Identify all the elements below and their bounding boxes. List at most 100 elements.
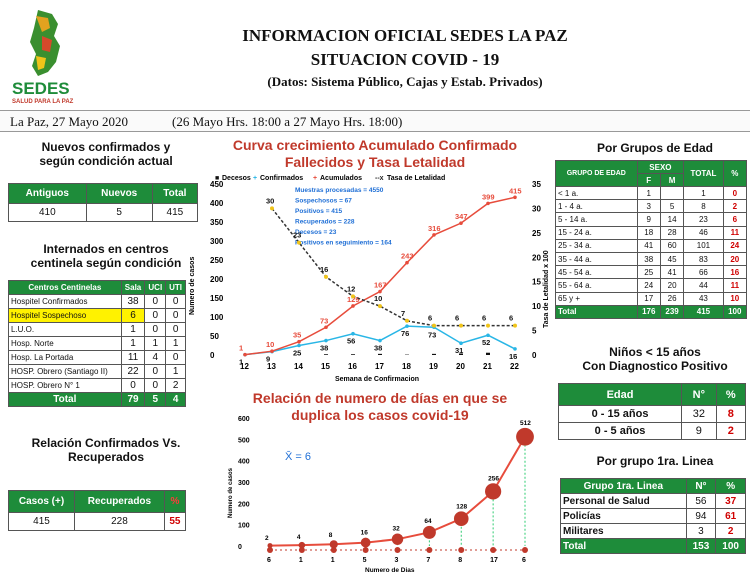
letalidad-point: [270, 206, 274, 211]
x-tick-label: 7: [426, 557, 430, 564]
letalidad-point: [351, 294, 355, 299]
nuevos-table: Antiguos Nuevos Total 410 5 415: [8, 183, 199, 222]
data-label: 316: [428, 224, 441, 233]
relacion-title: Relación Confirmados Vs. Recuperados: [31, 436, 181, 464]
data-label: 16: [320, 265, 328, 274]
internados-total-row: Total 79 5 4: [8, 392, 186, 407]
deceso-bar: [432, 353, 436, 355]
chart-annotation: Decesos = 23: [295, 229, 337, 236]
y-tick-label: 0: [238, 544, 242, 551]
y-axis-label: Numero de casos: [228, 467, 234, 518]
x-axis-dot: [490, 547, 497, 553]
doubling-point: [453, 511, 469, 526]
legend-label: Tasa de Letalidad: [387, 175, 445, 182]
data-label: 129: [347, 295, 360, 304]
y2-tick-label: 15: [532, 278, 541, 287]
x-tick-label: 21: [483, 362, 492, 371]
linea-row: Policías 94 61: [560, 508, 746, 524]
edad-row: < 1 a. 1 1 0: [555, 185, 748, 201]
x-tick-label: 17: [490, 557, 498, 564]
series-line: [271, 207, 515, 327]
sedes-logo: SEDES SALUD PARA LA PAZ: [12, 10, 74, 105]
data-label: 73: [428, 330, 436, 339]
report-date: La Paz, 27 Mayo 2020: [10, 114, 129, 129]
edad-row: 35 - 44 a. 38 45 83 20: [555, 251, 748, 267]
linea-row: Militares 3 2: [560, 523, 746, 539]
series-point: [378, 338, 382, 343]
internados-row: Hospitel Confirmados 38 0 0: [8, 294, 186, 309]
series-point: [297, 343, 301, 348]
x-tick-label: 14: [294, 362, 303, 371]
doubling-point: [485, 483, 502, 500]
grupos-edad-title: Por Grupos de Edad: [596, 141, 713, 155]
edad-row: 1 - 4 a. 3 5 8 2: [555, 199, 748, 214]
edad-row: 5 - 14 a. 9 14 23 6: [555, 212, 748, 227]
x-axis-dot: [394, 547, 401, 553]
y-tick-label: 100: [238, 523, 250, 530]
y2-tick-label: 25: [532, 229, 541, 238]
y-tick-label: 150: [210, 294, 224, 303]
doubling-point: [298, 541, 306, 549]
internados-table: Centros Centinelas Sala UCI UTI Hospitel…: [8, 280, 186, 407]
y-tick-label: 400: [210, 199, 224, 208]
legend-label: Acumulados: [320, 175, 362, 182]
y-axis-label: Numero de casos: [189, 257, 196, 315]
ninos-title: Niños < 15 años Con Diagnostico Positivo: [582, 345, 728, 373]
data-source: (Datos: Sistema Público, Cajas y Estab. …: [267, 74, 543, 89]
chart-annotation: Positivos en seguimiento = 164: [295, 240, 392, 247]
linea-title: Por grupo 1ra. Linea: [596, 454, 714, 468]
doubling-point: [329, 540, 338, 549]
data-label: 6: [428, 314, 432, 323]
x-tick-label: 20: [456, 362, 465, 371]
data-label: 6: [482, 314, 486, 323]
legend-marker: +: [313, 175, 317, 182]
x-axis-label: Semana de Confirmacion: [335, 376, 419, 383]
internados-title: Internados en centros centinela según con…: [30, 242, 182, 270]
data-label: 16: [509, 352, 517, 361]
data-label: 128: [456, 503, 467, 510]
internados-row: Hosp. La Portada 11 4 0: [8, 350, 186, 365]
x-tick-label: 12: [240, 362, 249, 371]
x-tick-label: 18: [402, 362, 411, 371]
doubling-point: [360, 537, 371, 548]
x-tick-label: 1: [331, 557, 335, 564]
grupos-edad-table: GRUPO DE EDAD SEXO TOTAL% F M < 1 a. 1 1 0 1 - 4 …: [555, 160, 748, 319]
letalidad-point: [405, 318, 409, 323]
letalidad-point: [486, 323, 490, 328]
internados-row: L.U.O. 1 0 0: [8, 322, 186, 337]
x-tick-label: 6: [267, 557, 271, 564]
data-label: 31: [455, 346, 463, 355]
data-label: 167: [374, 281, 387, 290]
data-label: 23: [293, 231, 301, 240]
data-label: 1: [239, 344, 243, 353]
deceso-bar: [324, 354, 328, 355]
data-label: 243: [401, 252, 414, 261]
y-tick-label: 250: [210, 256, 224, 265]
y2-tick-label: 5: [532, 327, 537, 336]
series-point: [513, 347, 517, 351]
doubling-point: [391, 533, 404, 545]
y-tick-label: 450: [210, 180, 224, 189]
doubling-point: [422, 525, 436, 539]
y2-tick-label: 30: [532, 204, 541, 213]
mean-label: X̄ = 6: [285, 450, 311, 463]
edad-row: 15 - 24 a. 18 28 46 11: [555, 225, 748, 240]
legend-label: Confirmados: [260, 175, 303, 182]
legend-marker: ■: [215, 175, 219, 182]
series-point: [432, 233, 436, 237]
data-label: 56: [347, 337, 355, 346]
linea-table: Grupo 1ra. Linea N°% Personal de Salud 56 37…: [560, 478, 746, 554]
y2-tick-label: 0: [532, 351, 537, 360]
series-point: [486, 333, 490, 338]
y-tick-label: 50: [210, 332, 219, 341]
deceso-bar: [459, 353, 463, 355]
x-axis-dot: [330, 547, 337, 553]
chart-annotation: Muestras procesadas = 4550: [295, 187, 384, 194]
data-label: 64: [424, 518, 432, 525]
series-point: [270, 349, 274, 353]
data-label: 4: [297, 534, 301, 541]
relacion-table: Casos (+) Recuperados % 415 228 55: [7, 490, 187, 531]
y-tick-label: 600: [238, 416, 250, 423]
x-tick-label: 8: [458, 557, 462, 564]
y-tick-label: 200: [238, 501, 250, 508]
